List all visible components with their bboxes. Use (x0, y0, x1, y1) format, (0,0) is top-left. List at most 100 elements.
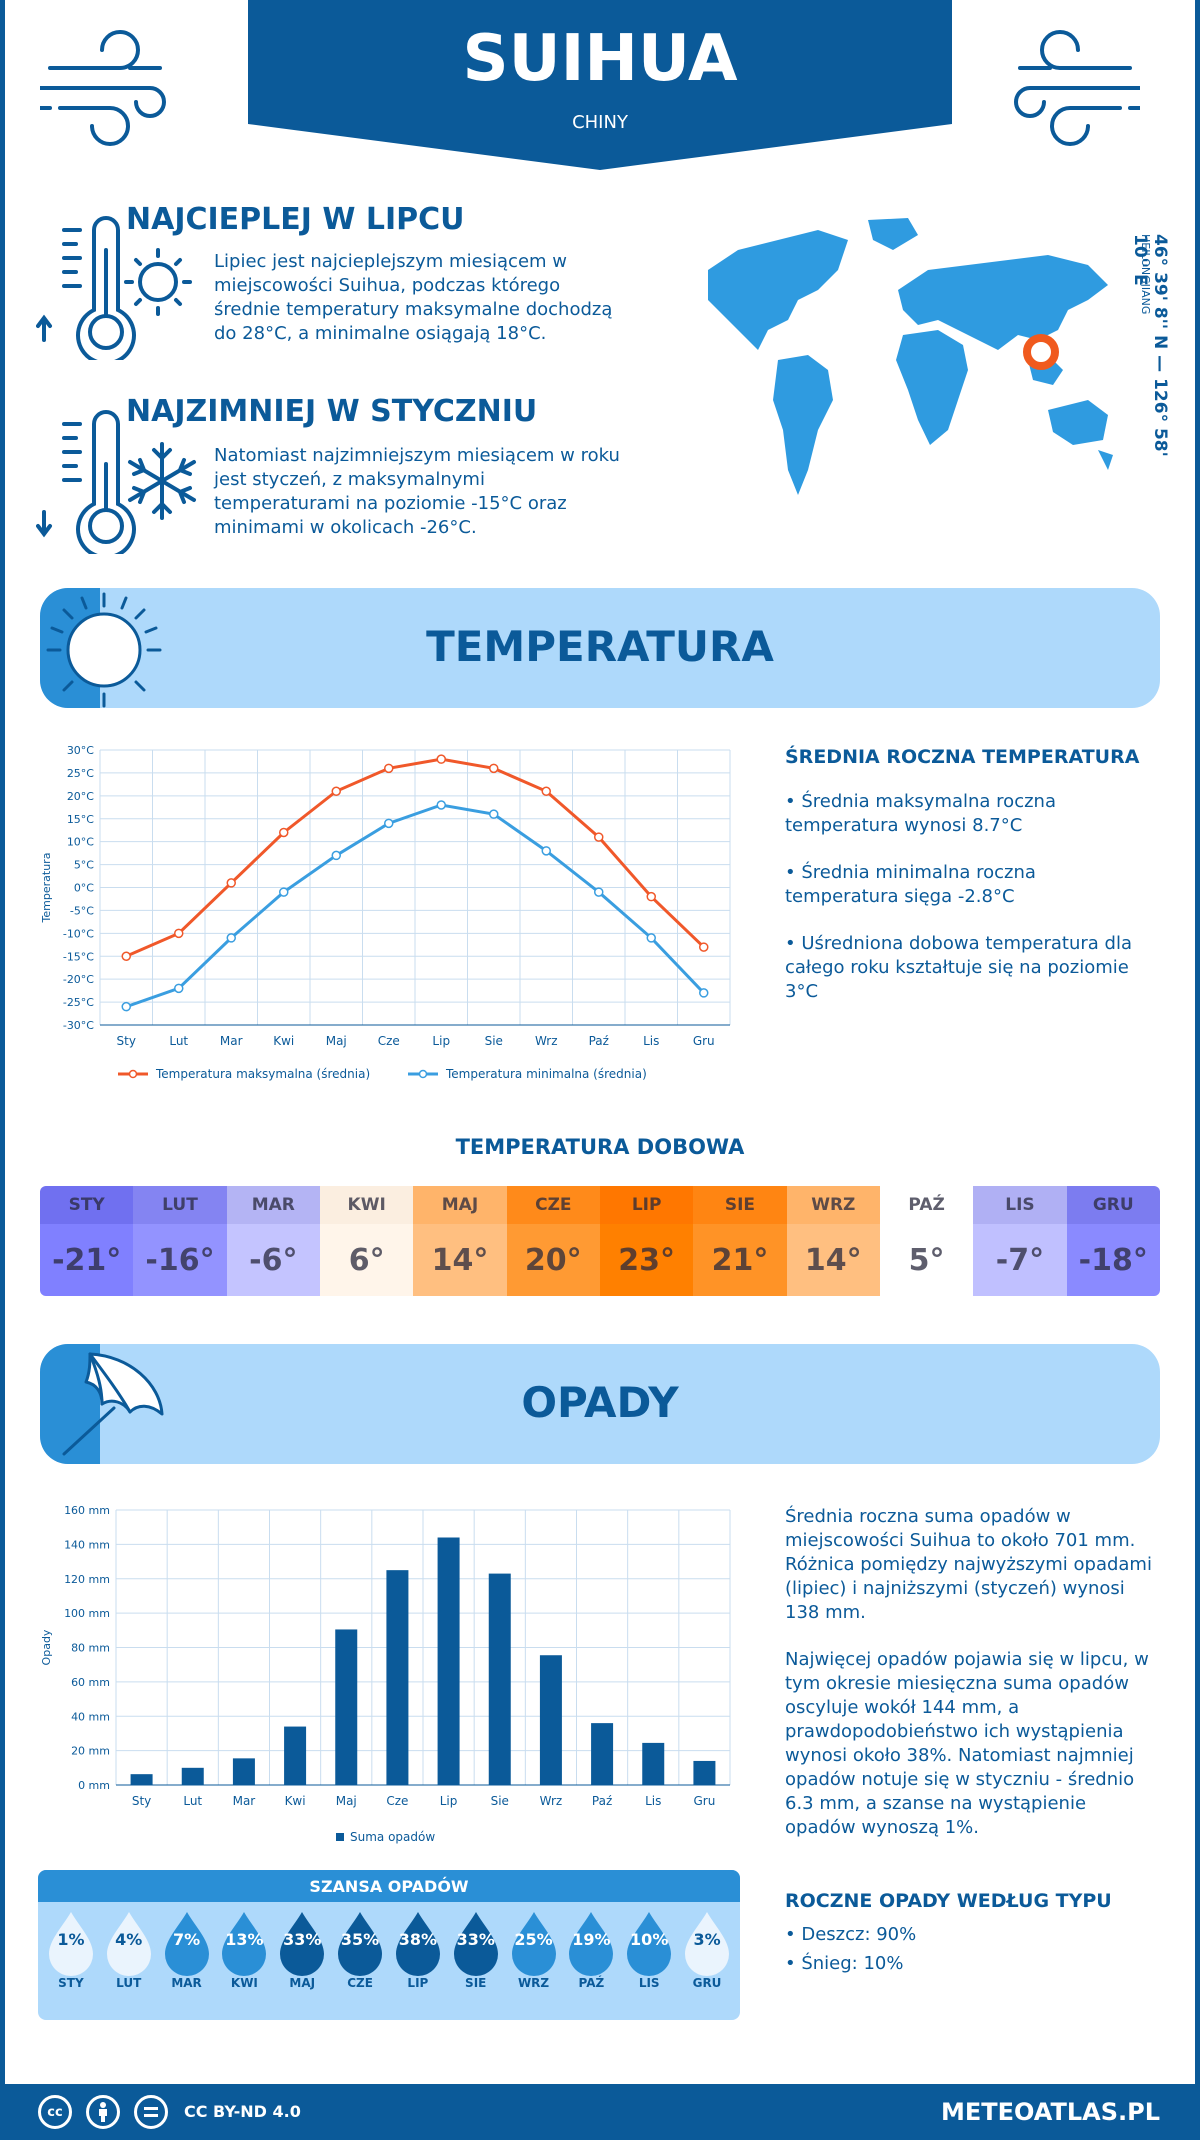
legend-label: Temperatura maksymalna (średnia) (155, 1067, 370, 1081)
warmest-text: Lipiec jest najcieplejszym miesiącem w m… (214, 251, 613, 344)
chance-value: 19% (572, 1930, 611, 1949)
site-link[interactable]: METEOATLAS.PL (940, 2098, 1160, 2126)
x-tick-label: Mar (220, 1034, 243, 1048)
y-tick-label: 5°C (74, 859, 94, 872)
daily-temp-value: 21° (693, 1224, 787, 1296)
daily-temp-cell: MAJ 14° (413, 1186, 507, 1296)
raindrop-icon (685, 1912, 730, 1976)
daily-temp-value: -18° (1066, 1224, 1160, 1296)
chance-month: KWI (230, 1976, 258, 1990)
precip-chance-title: SZANSA OPADÓW (38, 1870, 740, 1902)
precip-bar (539, 1655, 562, 1785)
daily-temp-cell: LIS -7° (973, 1186, 1067, 1296)
sun-icon (46, 592, 162, 708)
y-tick-label: 20°C (67, 790, 94, 803)
footer: cc CC BY-ND 4.0 METEOATLAS.PL (0, 2084, 1200, 2140)
thermometer-snowflake-icon (36, 410, 196, 554)
precip-chance-panel: SZANSA OPADÓW 1% STY 4% LUT 7% MAR 13% KWI 33% MA… (38, 1870, 740, 2020)
precip-text-1: Średnia roczna suma opadów w miejscowośc… (785, 1506, 1152, 1623)
temperature-chart: 30°C 25°C 20°C 15°C 10°C 5°C 0°C -5°C -10°C -15°C… (40, 744, 731, 1081)
data-point (699, 988, 709, 998)
data-point (646, 891, 656, 902)
daily-temp-cell: PAŹ 5° (879, 1186, 974, 1296)
x-tick-label: Cze (378, 1034, 400, 1048)
y-tick-label: 0 mm (78, 1779, 110, 1792)
raindrop-shape (164, 1912, 209, 1976)
chance-drop: 33% MAJ (273, 1910, 331, 1990)
temperature-bullet-2: • Średnia minimalna roczna temperatura s… (785, 862, 1036, 907)
daily-temp-cell: GRU -18° (1066, 1186, 1160, 1296)
thermometer-sun-icon (36, 216, 192, 360)
country-name: CHINY (572, 112, 628, 133)
daily-temp-value: 6° (319, 1224, 414, 1296)
wind-icon-right (1014, 30, 1140, 146)
data-point (174, 928, 184, 939)
daily-temp-month: WRZ (786, 1186, 880, 1224)
precip-bar (130, 1774, 153, 1785)
data-point (594, 832, 604, 842)
coldest-title: NAJZIMNIEJ W STYCZNIU (126, 394, 538, 429)
temperature-banner-title: TEMPERATURA (426, 622, 774, 671)
warmest-title: NAJCIEPLEJ W LIPCU (126, 202, 465, 237)
data-point (541, 786, 551, 796)
chance-month: LUT (116, 1976, 142, 1990)
daily-temp-cell: LIP 23° (599, 1186, 694, 1296)
raindrop-icon (338, 1912, 383, 1976)
chance-month: LIS (638, 1976, 660, 1990)
data-point (436, 754, 446, 764)
chance-month: GRU (692, 1976, 722, 1990)
x-tick-label: Paź (592, 1794, 612, 1808)
precip-text-2: Najwięcej opadów pojawia się w lipcu, w … (785, 1649, 1149, 1838)
daily-temp-value: -21° (40, 1224, 134, 1296)
data-point (226, 933, 236, 943)
y-tick-label: 40 mm (71, 1710, 110, 1723)
data-point (436, 800, 446, 810)
daily-temp-month: STY (40, 1186, 134, 1224)
chance-drop: 13% KWI (215, 1910, 273, 1990)
daily-temp-cell: KWI 6° (319, 1186, 414, 1296)
chance-month: SIE (465, 1976, 487, 1990)
daily-temp-month: KWI (319, 1186, 414, 1224)
daily-temp-month: LUT (133, 1186, 227, 1224)
x-tick-label: Paź (589, 1034, 609, 1048)
chance-drop: 35% CZE (331, 1910, 389, 1990)
chance-drop: 3% GRU (678, 1910, 736, 1990)
cc-icon: cc (38, 2095, 72, 2129)
coldest-text: Natomiast najzimniejszym miesiącem w rok… (214, 445, 620, 538)
data-point (489, 809, 499, 819)
daily-temp-month: LIS (973, 1186, 1067, 1224)
precip-bar (437, 1537, 460, 1785)
daily-temp-value: 14° (786, 1224, 880, 1296)
x-tick-label: Gru (693, 1034, 715, 1048)
y-axis-label: Temperatura (40, 853, 53, 924)
temperature-bullet-1: • Średnia maksymalna roczna temperatura … (785, 791, 1056, 836)
x-tick-label: Sie (485, 1034, 503, 1048)
x-tick-label: Gru (693, 1794, 715, 1808)
by-icon (86, 2095, 120, 2129)
chance-drop: 1% STY (42, 1910, 100, 1990)
chance-value: 33% (456, 1930, 495, 1949)
x-tick-label: Sie (491, 1794, 509, 1808)
x-tick-label: Cze (386, 1794, 408, 1808)
y-tick-label: -5°C (70, 904, 94, 917)
y-tick-label: 20 mm (71, 1745, 110, 1758)
daily-temp-cell: SIE 21° (693, 1186, 787, 1296)
raindrop-shape (569, 1912, 614, 1976)
data-point (541, 846, 551, 856)
y-tick-label: 80 mm (71, 1642, 110, 1655)
chance-value: 25% (514, 1930, 553, 1949)
chance-month: WRZ (517, 1976, 550, 1990)
raindrop-icon (164, 1912, 209, 1976)
chance-month: PAŹ (578, 1976, 605, 1990)
umbrella-rain-icon (62, 1352, 164, 1456)
data-point (174, 983, 184, 994)
chance-month: STY (58, 1976, 84, 1990)
city-name: SUIHUA (462, 22, 738, 96)
chance-month: LIP (407, 1976, 429, 1990)
wind-icon-left (40, 30, 166, 146)
location-marker (1023, 334, 1059, 370)
daily-temp-value: 14° (413, 1224, 507, 1296)
y-tick-label: 120 mm (64, 1573, 110, 1586)
x-tick-label: Sty (117, 1034, 136, 1048)
precip-bar (693, 1760, 716, 1785)
